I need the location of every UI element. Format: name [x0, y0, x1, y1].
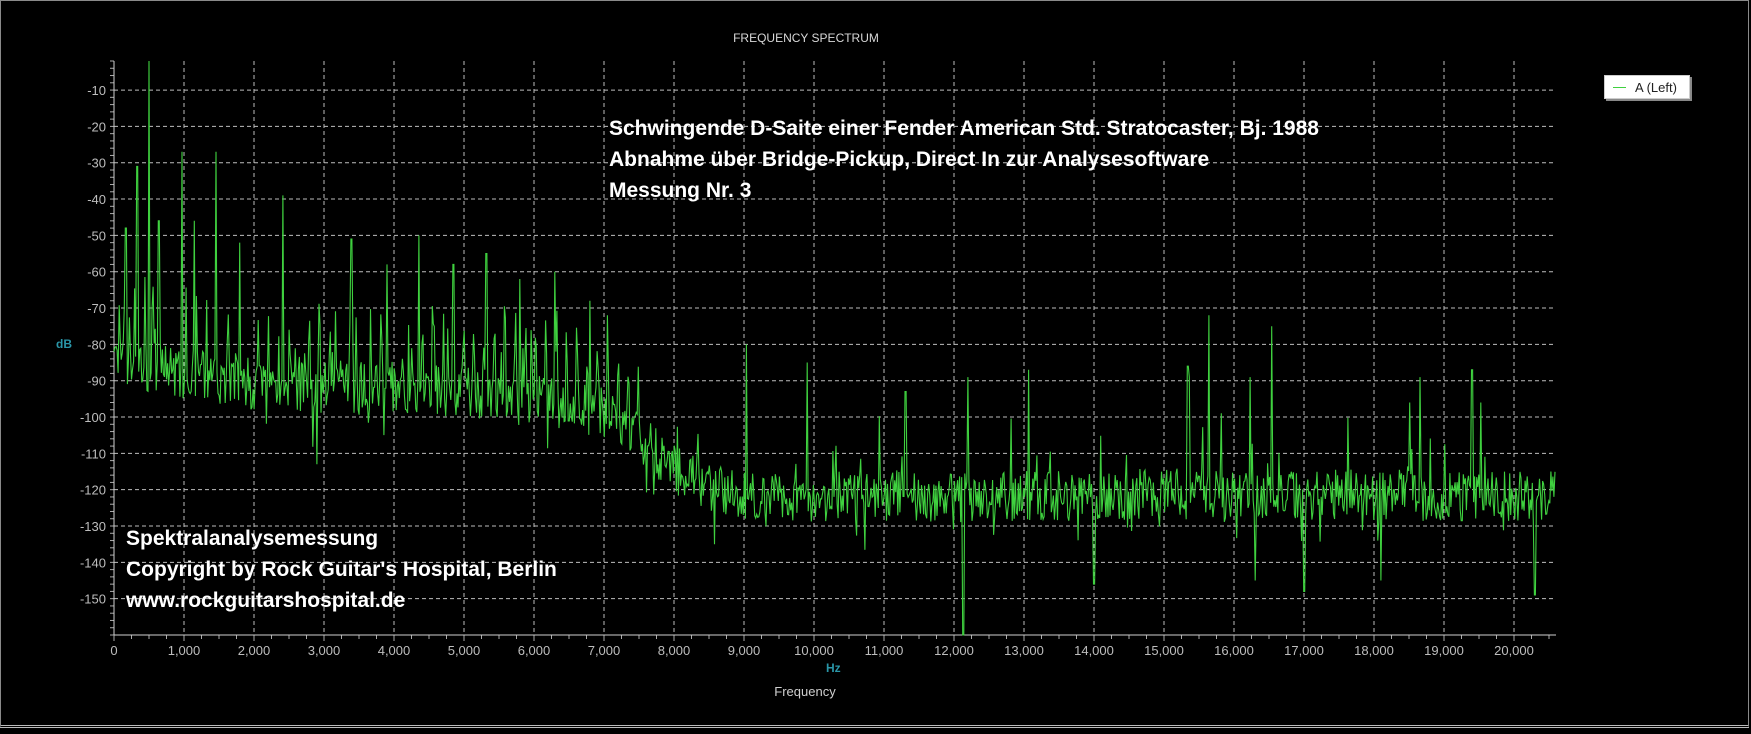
- x-tick-label: 8,000: [658, 643, 691, 658]
- y-tick-label: -70: [87, 301, 106, 316]
- x-tick-label: 16,000: [1214, 643, 1254, 658]
- x-tick-label: 1,000: [168, 643, 201, 658]
- chart-title: FREQUENCY SPECTRUM: [733, 31, 879, 45]
- x-axis-unit: Hz: [826, 661, 841, 675]
- x-tick-label: 12,000: [934, 643, 974, 658]
- copyright-line-3: www.rockguitarshospital.de: [126, 589, 406, 612]
- copyright-line-2: Copyright by Rock Guitar's Hospital, Ber…: [126, 558, 557, 581]
- x-tick-label: 13,000: [1004, 643, 1044, 658]
- copyright-line-1: Spektralanalysemessung: [126, 527, 379, 550]
- description-line-2: Abnahme über Bridge-Pickup, Direct In zu…: [609, 148, 1210, 171]
- x-tick-label: 2,000: [238, 643, 271, 658]
- legend-label: A (Left): [1635, 79, 1677, 95]
- x-tick-label: 14,000: [1074, 643, 1114, 658]
- y-tick-label: -50: [87, 228, 106, 243]
- x-tick-label: 11,000: [865, 643, 904, 658]
- legend-swatch: [1613, 86, 1626, 88]
- x-tick-label: 15,000: [1144, 643, 1184, 658]
- x-tick-label: 19,000: [1424, 643, 1464, 658]
- y-tick-label: -110: [81, 446, 106, 461]
- x-tick-label: 4,000: [378, 643, 411, 658]
- y-tick-label: -90: [87, 374, 106, 389]
- y-tick-label: -20: [87, 119, 106, 134]
- y-tick-label: -100: [80, 410, 106, 425]
- y-tick-label: -40: [87, 192, 106, 207]
- spectrum-line-a-left: [113, 60, 1556, 636]
- x-axis-title: Frequency: [774, 684, 836, 699]
- y-tick-label: -10: [87, 83, 106, 98]
- x-tick-label: 18,000: [1354, 643, 1394, 658]
- legend[interactable]: A (Left): [1604, 75, 1690, 99]
- x-tick-label: 7,000: [588, 643, 621, 658]
- x-tick-label: 20,000: [1494, 643, 1534, 658]
- y-tick-label: -130: [80, 519, 106, 534]
- description-line-3: Messung Nr. 3: [609, 179, 752, 202]
- x-tick-label: 5,000: [448, 643, 481, 658]
- y-tick-label: -150: [80, 592, 106, 607]
- copyright-note: Spektralanalysemessung Copyright by Rock…: [126, 523, 557, 616]
- y-tick-label: -120: [80, 483, 106, 498]
- y-tick-label: -30: [87, 156, 106, 171]
- x-tick-label: 3,000: [308, 643, 341, 658]
- y-tick-label: -80: [87, 337, 106, 352]
- y-axis-unit: dB: [56, 337, 72, 351]
- x-tick-label: 9,000: [728, 643, 761, 658]
- x-tick-label: 10,000: [794, 643, 834, 658]
- y-tick-label: -60: [87, 265, 106, 280]
- measurement-description: Schwingende D-Saite einer Fender America…: [609, 113, 1319, 206]
- x-tick-label: 17,000: [1284, 643, 1324, 658]
- y-tick-label: -140: [80, 555, 106, 570]
- description-line-1: Schwingende D-Saite einer Fender America…: [609, 117, 1319, 140]
- x-tick-label: 6,000: [518, 643, 551, 658]
- x-tick-label: 0: [110, 643, 117, 658]
